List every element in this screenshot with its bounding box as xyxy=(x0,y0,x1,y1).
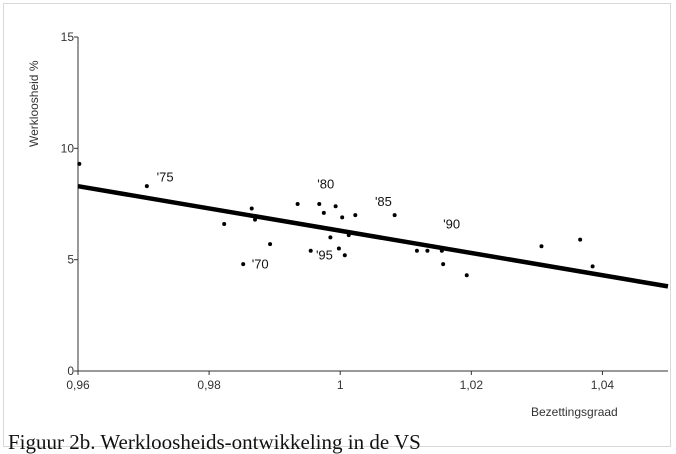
data-point xyxy=(464,273,469,278)
data-point xyxy=(439,248,444,253)
data-point xyxy=(414,248,419,253)
data-point xyxy=(77,161,82,166)
chart-frame xyxy=(3,3,671,447)
data-point xyxy=(441,262,446,267)
point-annotation: '90 xyxy=(443,216,460,231)
data-point xyxy=(308,248,313,253)
point-annotation: '80 xyxy=(317,176,334,191)
x-axis-title: Bezettingsgraad xyxy=(531,405,618,419)
point-annotation: '85 xyxy=(375,194,392,209)
x-tick-label: 1,02 xyxy=(460,378,484,392)
point-annotation: '95 xyxy=(316,248,333,263)
data-point xyxy=(353,213,358,218)
data-point xyxy=(144,184,149,189)
data-point xyxy=(295,202,300,206)
data-point xyxy=(321,210,326,215)
y-axis-title: Werkloosheid % xyxy=(27,60,41,147)
y-tick-label: 10 xyxy=(61,141,75,155)
data-point xyxy=(590,264,595,269)
x-tick-label: 0,96 xyxy=(66,378,90,392)
data-point xyxy=(342,253,347,258)
data-point xyxy=(253,217,257,222)
y-tick-label: 5 xyxy=(67,253,74,267)
figure-caption: Figuur 2b. Werkloosheids-ontwikkeling in… xyxy=(8,430,421,454)
data-point xyxy=(317,202,322,206)
x-tick-label: 1,04 xyxy=(591,378,615,392)
point-annotations: '75 '70 '80 '85 '95 '90 xyxy=(157,170,460,272)
data-point xyxy=(346,233,351,238)
point-annotation: '70 xyxy=(252,257,269,272)
trend-line-group xyxy=(77,183,669,289)
y-tick-label: 15 xyxy=(61,30,75,44)
data-point xyxy=(268,242,273,247)
data-point xyxy=(425,248,430,253)
data-points xyxy=(77,161,595,278)
tick-labels: 0 5 10 15 0,96 0,98 1 1,02 1,04 xyxy=(61,30,615,392)
axes xyxy=(74,36,668,375)
data-point xyxy=(392,213,397,218)
y-tick-label: 0 xyxy=(67,364,74,378)
point-annotation: '75 xyxy=(157,170,174,185)
x-tick-label: 1 xyxy=(337,378,344,392)
data-point xyxy=(340,215,345,220)
data-point xyxy=(539,244,544,249)
data-point xyxy=(328,235,333,240)
data-point xyxy=(222,222,227,227)
data-point xyxy=(241,262,246,267)
trend-line xyxy=(77,183,669,289)
data-point xyxy=(249,206,254,211)
data-point xyxy=(333,204,338,209)
data-point xyxy=(578,237,583,242)
data-point xyxy=(336,246,341,251)
x-tick-label: 0,98 xyxy=(197,378,221,392)
